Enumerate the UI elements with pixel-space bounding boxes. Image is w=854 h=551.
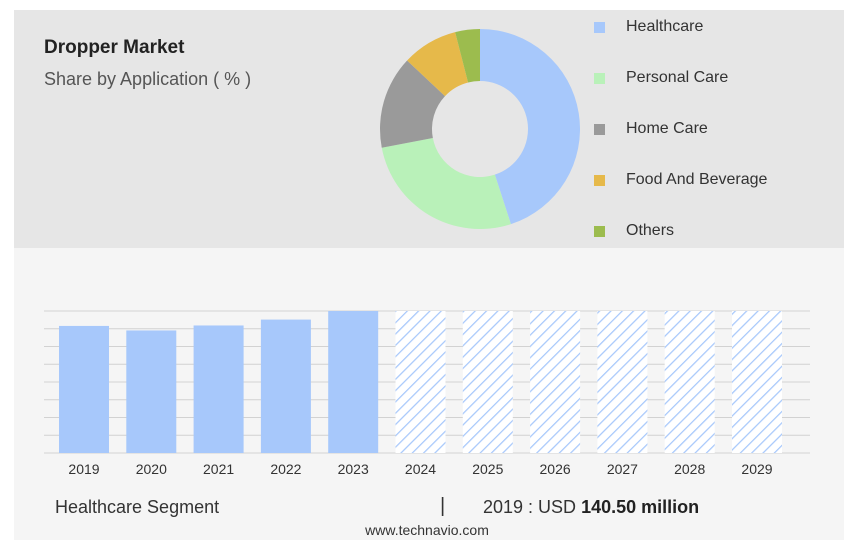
bar-2023 <box>328 311 379 453</box>
x-tick-label: 2026 <box>540 461 571 477</box>
x-tick-label: 2024 <box>405 461 436 477</box>
donut-slice-healthcare <box>480 29 580 225</box>
donut-slice-others <box>455 29 480 83</box>
forecast-bar-2028 <box>664 311 715 453</box>
legend-label: Food And Beverage <box>626 171 768 188</box>
chart-title: Dropper Market <box>44 37 185 58</box>
legend-item: Food And Beverage <box>594 171 767 189</box>
x-tick-label: 2025 <box>472 461 503 477</box>
legend-label: Home Care <box>626 120 708 137</box>
bar-2022 <box>260 319 311 453</box>
x-tick-label: 2028 <box>674 461 705 477</box>
footer-separator: | <box>440 495 446 517</box>
x-tick-label: 2022 <box>270 461 301 477</box>
legend-label: Healthcare <box>626 18 704 35</box>
legend-item: Others <box>594 222 674 240</box>
legend-swatch <box>594 123 605 135</box>
source-credit: www.technavio.com <box>365 522 489 538</box>
x-tick-label: 2023 <box>338 461 369 477</box>
legend-item: Healthcare <box>594 18 703 36</box>
forecast-bar-2027 <box>597 311 648 453</box>
forecast-bar-2025 <box>462 311 513 453</box>
x-tick-label: 2019 <box>68 461 99 477</box>
segment-value-prefix: 2019 : USD <box>483 497 577 517</box>
legend-swatch <box>594 21 605 33</box>
bar-chart: 2019 2020 2021 2022 2023 2024 2025 2026 2027 2028… <box>44 310 810 477</box>
x-tick-label: 2029 <box>741 461 772 477</box>
bar-2019 <box>59 325 109 453</box>
legend-item: Personal Care <box>594 69 728 87</box>
donut-slice-home-care <box>380 60 446 148</box>
legend-swatch <box>594 225 605 237</box>
x-tick-label: 2021 <box>203 461 234 477</box>
segment-value-amount: 140.50 million <box>581 497 700 517</box>
bar-2020 <box>126 330 177 453</box>
forecast-bar-2024 <box>395 311 446 453</box>
segment-value: 2019 : USD 140.50 million <box>483 497 699 518</box>
legend-item: Home Care <box>594 120 708 138</box>
legend-label: Personal Care <box>626 69 729 86</box>
bar-2021 <box>193 325 244 453</box>
legend-swatch <box>594 174 605 186</box>
donut-slice-personal-care <box>381 137 511 229</box>
x-tick-label: 2027 <box>607 461 638 477</box>
legend-swatch <box>594 72 605 84</box>
segment-label: Healthcare Segment <box>55 497 220 517</box>
chart-subtitle: Share by Application ( % ) <box>44 69 252 89</box>
forecast-bar-2026 <box>530 311 581 453</box>
donut-chart <box>380 29 580 229</box>
forecast-bar-2029 <box>732 311 782 453</box>
x-tick-label: 2020 <box>136 461 167 477</box>
legend-label: Others <box>626 222 675 239</box>
donut-slice-food-and-beverage <box>407 32 469 97</box>
